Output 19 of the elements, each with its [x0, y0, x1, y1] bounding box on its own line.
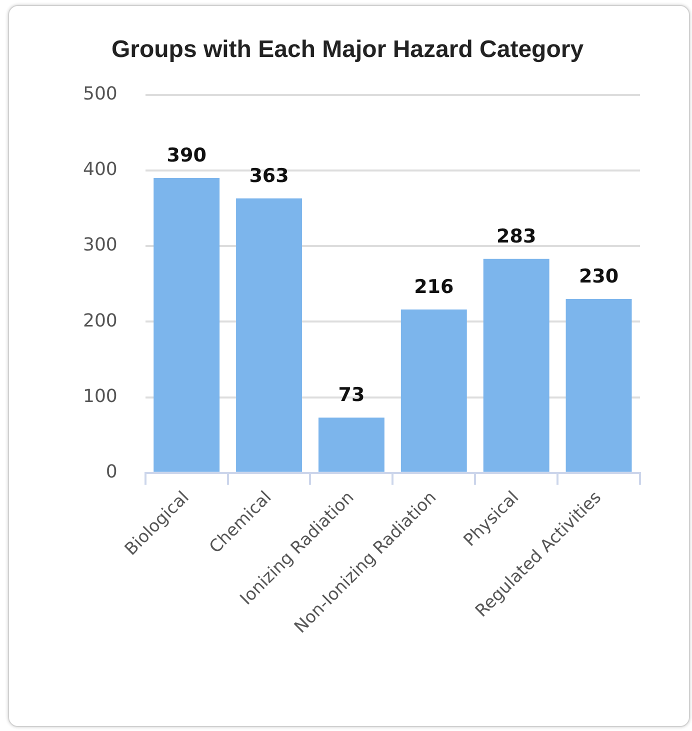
data-label: 73 [338, 384, 365, 406]
y-tick-label: 500 [82, 83, 118, 104]
bar [236, 198, 302, 472]
chart-title: Groups with Each Major Hazard Category [111, 36, 584, 64]
bar [318, 418, 384, 472]
bar [483, 258, 550, 472]
y-tick-label: 200 [82, 310, 118, 332]
data-label: 230 [578, 265, 619, 288]
bar [566, 298, 632, 472]
bar [154, 178, 220, 472]
data-label: 283 [496, 225, 536, 248]
y-tick-label: 400 [82, 159, 118, 180]
bar [400, 310, 467, 472]
data-label: 390 [166, 144, 206, 166]
data-label: 363 [249, 164, 289, 187]
y-tick-label: 0 [106, 462, 118, 483]
data-label: 216 [414, 276, 454, 298]
y-tick-label: 100 [82, 386, 118, 407]
y-tick-label: 300 [82, 234, 118, 256]
